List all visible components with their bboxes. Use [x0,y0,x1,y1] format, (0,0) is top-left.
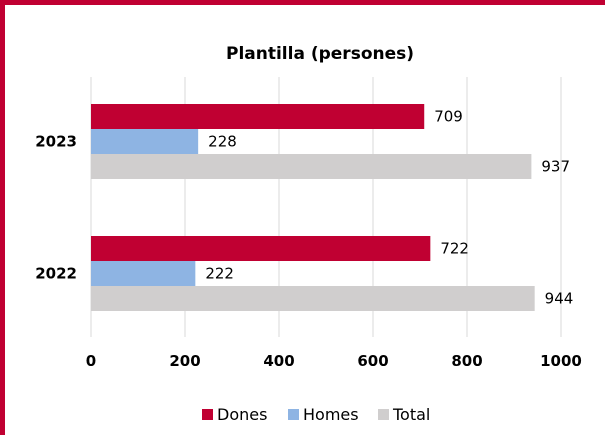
category-label: 2023 [35,133,77,151]
legend-swatch-total [378,409,389,420]
data-label: 228 [208,133,237,151]
x-tick-label: 1000 [540,352,582,370]
bar-total-2023 [91,154,532,179]
x-tick-label: 200 [169,352,200,370]
chart-title: Plantilla (persones) [226,44,414,64]
data-label: 709 [434,108,463,126]
data-label: 722 [440,240,469,258]
x-tick-label: 800 [451,352,482,370]
data-label: 944 [545,290,574,308]
legend-label: Homes [303,405,359,424]
legend-label: Total [392,405,430,424]
category-label: 2022 [35,265,77,283]
data-label: 222 [205,265,234,283]
bar-dones-2022 [91,236,431,261]
bar-dones-2023 [91,104,425,129]
bar-homes-2023 [91,129,199,154]
x-tick-label: 400 [263,352,294,370]
bar-homes-2022 [91,261,196,286]
legend-label: Dones [217,405,267,424]
data-label: 937 [541,158,570,176]
x-tick-label: 0 [86,352,96,370]
bar-total-2022 [91,286,535,311]
legend-swatch-homes [288,409,299,420]
bar-chart: Plantilla (persones) 709228937722222944 … [35,44,582,424]
x-tick-label: 600 [357,352,388,370]
legend-swatch-dones [202,409,213,420]
